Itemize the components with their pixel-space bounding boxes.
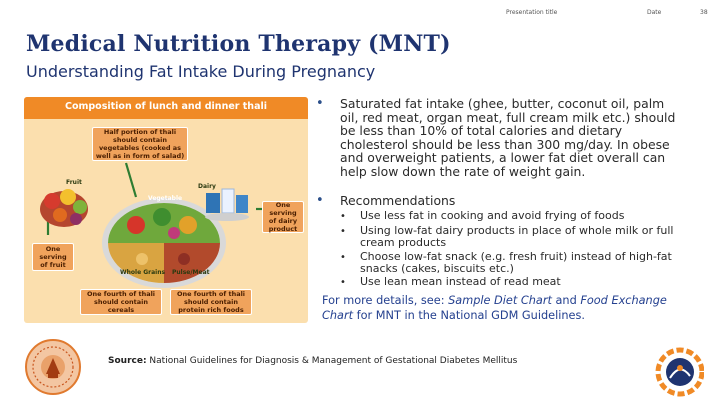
thali-illustration	[40, 162, 268, 288]
health-mission-logo	[655, 347, 704, 397]
food-exchange-chart-link[interactable]: Food Exchange Chart	[322, 294, 667, 322]
label-cereals: Whole Grains	[120, 269, 166, 276]
dairy-illustration	[205, 188, 249, 221]
figure-title: Composition of lunch and dinner thali	[64, 101, 267, 112]
figure-title-bar	[24, 97, 308, 119]
figure-box-dairy: One serving of dairy product	[262, 201, 304, 233]
sub-bullet-text: Using low-fat dairy products in place of…	[360, 224, 674, 249]
sub-bullet-marker: •	[340, 226, 346, 237]
presentation-title: Presentation title	[506, 9, 558, 16]
fruit-illustration	[40, 189, 88, 227]
slide-title: Medical Nutrition Therapy (MNT)	[26, 31, 451, 57]
bullet-text: Recommendations	[340, 193, 456, 208]
slide-subtitle: Understanding Fat Intake During Pregnanc…	[26, 62, 376, 81]
more-details-suffix: for MNT in the National GDM Guidelines.	[353, 309, 585, 322]
thali-figure: Composition of lunch and dinner thali	[24, 97, 308, 323]
figure-box-fruit: One serving of fruit	[32, 243, 74, 271]
sub-bullet-marker: •	[340, 277, 346, 288]
more-details-mid: and	[551, 294, 581, 307]
figure-box-protein: One fourth of thali should contain prote…	[170, 289, 252, 315]
bullet-text: Saturated fat intake (ghee, butter, coco…	[340, 96, 676, 179]
label-vegetable: Vegetable	[148, 195, 183, 202]
sub-bullet-marker: •	[340, 211, 346, 222]
figure-box-vegetables: Half portion of thali should contain veg…	[92, 127, 188, 161]
slide-number: 38	[700, 9, 708, 16]
sample-diet-chart-link[interactable]: Sample Diet Chart	[448, 294, 552, 307]
label-protein: Pulse/Meat	[172, 269, 210, 276]
more-details-prefix: For more details, see:	[322, 294, 449, 307]
plate-illustration	[102, 198, 226, 288]
bullet-marker: •	[316, 96, 324, 111]
sub-bullet-text: Use less fat in cooking and avoid frying…	[360, 209, 625, 222]
bullet-marker: •	[316, 193, 324, 208]
more-details-note: For more details, see: Sample Diet Chart…	[322, 293, 682, 323]
figure-box-cereals: One fourth of thali should contain cerea…	[80, 289, 162, 315]
source-note: Source: National Guidelines for Diagnosi…	[108, 355, 538, 368]
source-text: National Guidelines for Diagnosis & Mana…	[146, 356, 518, 366]
label-fruit: Fruit	[66, 179, 82, 186]
sub-bullet-text: Use lean mean instead of read meat	[360, 275, 561, 288]
source-label: Source:	[108, 356, 147, 366]
sub-bullet-marker: •	[340, 252, 346, 263]
presentation-date: Date	[647, 9, 662, 16]
state-emblem-logo	[25, 339, 81, 395]
sub-bullet-text: Choose low-fat snack (e.g. fresh fruit) …	[360, 250, 672, 275]
label-dairy: Dairy	[198, 183, 216, 190]
